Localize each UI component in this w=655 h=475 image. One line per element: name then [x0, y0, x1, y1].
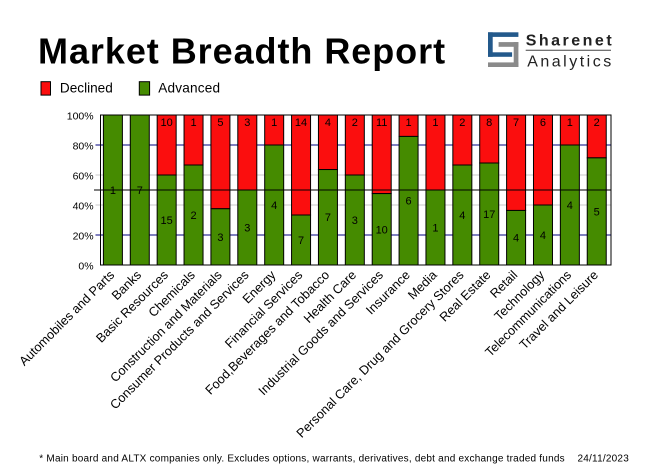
svg-text:5: 5 — [217, 117, 223, 129]
svg-text:4: 4 — [325, 117, 331, 129]
svg-text:Analytics: Analytics — [527, 54, 614, 71]
svg-text:4: 4 — [567, 200, 573, 212]
svg-text:7: 7 — [325, 212, 331, 224]
svg-text:10: 10 — [376, 224, 388, 236]
svg-text:20%: 20% — [73, 231, 94, 243]
svg-text:40%: 40% — [73, 201, 94, 213]
svg-text:8: 8 — [486, 117, 492, 129]
svg-text:Market Breadth Report: Market Breadth Report — [38, 31, 446, 72]
svg-text:7: 7 — [298, 235, 304, 247]
svg-text:1: 1 — [110, 185, 116, 197]
svg-text:* Main board and ALTX companie: * Main board and ALTX companies only. Ex… — [39, 454, 565, 465]
svg-text:7: 7 — [137, 185, 143, 197]
svg-text:3: 3 — [244, 117, 250, 129]
svg-text:5: 5 — [594, 206, 600, 218]
svg-text:7: 7 — [513, 117, 519, 129]
svg-text:1: 1 — [406, 117, 412, 129]
svg-text:17: 17 — [483, 209, 495, 221]
svg-text:10: 10 — [161, 117, 173, 129]
svg-text:2: 2 — [352, 117, 358, 129]
svg-text:3: 3 — [217, 232, 223, 244]
svg-text:15: 15 — [161, 215, 173, 227]
svg-text:0%: 0% — [78, 261, 93, 273]
svg-text:80%: 80% — [73, 141, 94, 153]
svg-text:4: 4 — [513, 233, 519, 245]
svg-text:4: 4 — [271, 200, 277, 212]
svg-text:2: 2 — [459, 117, 465, 129]
svg-text:1: 1 — [432, 117, 438, 129]
svg-text:2: 2 — [594, 117, 600, 129]
svg-text:3: 3 — [352, 215, 358, 227]
svg-text:100%: 100% — [67, 111, 94, 123]
svg-text:24/11/2023: 24/11/2023 — [577, 454, 629, 465]
svg-text:Declined: Declined — [60, 81, 113, 96]
svg-text:3: 3 — [244, 222, 250, 234]
svg-text:60%: 60% — [73, 171, 94, 183]
svg-text:1: 1 — [567, 117, 573, 129]
svg-text:6: 6 — [406, 196, 412, 208]
svg-text:6: 6 — [540, 117, 546, 129]
svg-text:1: 1 — [432, 222, 438, 234]
svg-text:Sharenet: Sharenet — [526, 32, 614, 49]
svg-text:Advanced: Advanced — [158, 81, 220, 96]
svg-text:11: 11 — [376, 117, 387, 129]
svg-text:2: 2 — [190, 210, 196, 222]
svg-text:4: 4 — [459, 210, 465, 222]
svg-text:4: 4 — [540, 230, 546, 242]
svg-text:1: 1 — [190, 117, 196, 129]
svg-text:1: 1 — [271, 117, 277, 129]
svg-text:14: 14 — [295, 117, 307, 129]
